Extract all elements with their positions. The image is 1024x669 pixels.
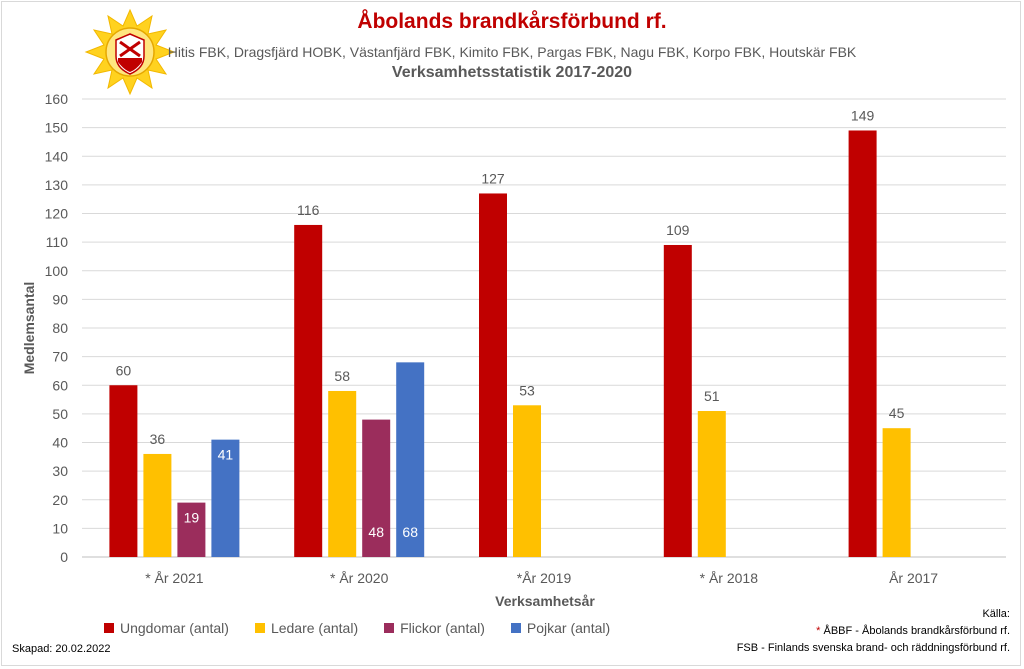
y-tick-label: 30 xyxy=(52,463,68,479)
source-line-1: * ÅBBF - Åbolands brandkårsförbund rf. xyxy=(737,623,1010,640)
data-label: 58 xyxy=(334,368,350,384)
y-tick-label: 130 xyxy=(45,177,69,193)
bar-ledare xyxy=(143,453,172,557)
y-tick-label: 120 xyxy=(45,206,69,222)
legend-label: Ledare (antal) xyxy=(270,620,359,636)
legend-label: Flickor (antal) xyxy=(400,620,485,636)
legend-item-flickor: Flickor (antal) xyxy=(384,620,485,636)
bar-ledare xyxy=(697,411,726,557)
category-label: * År 2021 xyxy=(145,570,204,586)
category-label: *År 2019 xyxy=(517,570,572,586)
data-label: 109 xyxy=(666,222,690,238)
y-tick-label: 100 xyxy=(45,263,69,279)
bar-ledare xyxy=(513,405,541,557)
y-tick-label: 10 xyxy=(52,520,68,536)
legend-swatch xyxy=(254,623,265,633)
y-tick-labels: 0 10 20 30 40 50 60 70 80 90 100 110 120 130 140 150 160 xyxy=(45,91,69,565)
y-axis-label: Medlemsantal xyxy=(21,282,37,375)
chart-subtitle: Hitis FBK, Dragsfjärd HOBK, Västanfjärd … xyxy=(167,44,857,60)
y-tick-label: 80 xyxy=(52,320,68,336)
bar-pojkar xyxy=(211,439,240,557)
bar-ungdomar xyxy=(294,224,323,557)
y-tick-label: 20 xyxy=(52,492,68,508)
source-line-2: FSB - Finlands svenska brand- och räddni… xyxy=(736,642,1010,654)
data-label: 116 xyxy=(297,202,320,218)
source-heading: Källa: xyxy=(982,608,1010,620)
bar-pojkar xyxy=(396,362,425,557)
y-tick-label: 40 xyxy=(52,435,68,451)
x-axis-label: Verksamhetsår xyxy=(495,593,595,609)
data-label: 19 xyxy=(184,510,200,526)
legend-swatch xyxy=(104,623,114,633)
legend: Ungdomar (antal) Ledare (antal) Flickor (a… xyxy=(104,620,610,636)
chart-title: Åbolands brandkårsförbund rf. xyxy=(357,10,667,33)
legend-label: Ungdomar (antal) xyxy=(120,620,229,636)
y-tick-label: 150 xyxy=(45,120,69,136)
data-label: 45 xyxy=(889,405,905,421)
created-date: Skapad: 20.02.2022 xyxy=(12,643,111,655)
data-label: 68 xyxy=(402,524,418,540)
data-label: 127 xyxy=(481,170,505,186)
brigade-emblem-logo xyxy=(84,8,176,96)
data-label: 41 xyxy=(218,447,234,463)
y-tick-label: 110 xyxy=(46,234,69,250)
data-label: 36 xyxy=(150,431,166,447)
data-label: 60 xyxy=(116,362,132,378)
bar-flickor xyxy=(177,502,206,557)
y-tick-label: 70 xyxy=(52,349,68,365)
data-label: 51 xyxy=(704,388,720,404)
legend-item-ledare: Ledare (antal) xyxy=(254,620,359,636)
bar-ungdomar xyxy=(663,244,692,558)
bar-ungdomar xyxy=(109,385,138,557)
source-note: Källa: * ÅBBF - Åbolands brandkårsförbun… xyxy=(737,606,1010,657)
bar-ungdomar xyxy=(848,130,877,558)
y-tick-label: 50 xyxy=(52,406,68,422)
source-line-1-text: ÅBBF - Åbolands brandkårsförbund rf. xyxy=(820,625,1011,637)
legend-swatch xyxy=(384,623,395,633)
y-tick-label: 60 xyxy=(52,377,68,393)
bars xyxy=(109,130,911,558)
data-label: 149 xyxy=(851,107,875,123)
y-tick-label: 0 xyxy=(60,549,68,565)
source-star: * xyxy=(816,625,821,637)
category-labels: * År 2021 * År 2020 *År 2019 * År 2018 År 20… xyxy=(145,570,938,586)
bar-ungdomar xyxy=(479,193,507,557)
category-label: År 2017 xyxy=(889,570,938,586)
category-label: * År 2020 xyxy=(330,570,389,586)
bar-ledare xyxy=(328,390,357,557)
legend-item-pojkar: Pojkar (antal) xyxy=(510,620,611,636)
category-label: * År 2018 xyxy=(700,570,759,586)
y-tick-label: 140 xyxy=(45,148,69,164)
data-label: 53 xyxy=(519,382,535,398)
legend-label: Pojkar (antal) xyxy=(526,620,611,636)
bar-ledare xyxy=(882,428,911,557)
legend-swatch xyxy=(510,623,521,633)
data-labels: 60 36 19 41 116 58 48 68 127 53 109 51 149 45 xyxy=(116,107,905,540)
y-tick-label: 90 xyxy=(52,291,68,307)
data-label: 48 xyxy=(368,524,384,540)
legend-item-ungdomar: Ungdomar (antal) xyxy=(104,620,229,636)
y-tick-label: 160 xyxy=(45,91,69,107)
chart-subtitle-period: Verksamhetsstatistik 2017-2020 xyxy=(391,64,633,81)
bar-flickor xyxy=(362,419,391,557)
